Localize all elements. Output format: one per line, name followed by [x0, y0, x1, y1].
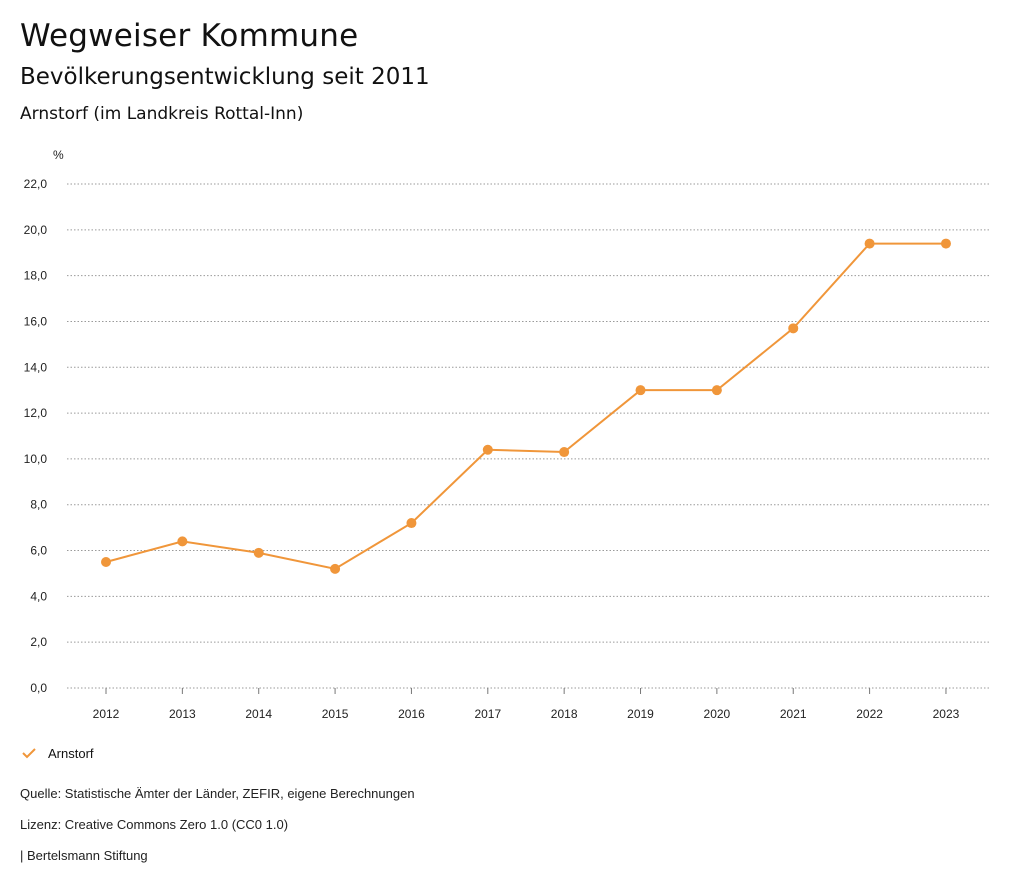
x-tick-label: 2017	[474, 707, 501, 721]
x-tick-label: 2015	[322, 707, 349, 721]
x-tick-label: 2019	[627, 707, 654, 721]
data-point	[788, 323, 799, 334]
legend-label-arnstorf[interactable]: Arnstorf	[48, 745, 94, 761]
data-point	[177, 536, 188, 547]
data-point	[559, 447, 570, 458]
y-tick-label: 12,0	[24, 406, 48, 420]
y-tick-label: 0,0	[30, 681, 47, 695]
y-tick-label: 22,0	[24, 177, 48, 191]
chart-subtitle: Bevölkerungsentwicklung seit 2011	[20, 64, 430, 90]
data-point	[482, 444, 493, 455]
publisher-note: | Bertelsmann Stiftung	[20, 848, 148, 863]
data-point	[864, 238, 875, 249]
y-tick-label: 18,0	[24, 269, 48, 283]
x-tick-label: 2014	[245, 707, 272, 721]
x-tick-label: 2016	[398, 707, 425, 721]
data-point	[406, 518, 417, 529]
data-point	[101, 557, 111, 567]
data-point	[635, 385, 646, 396]
y-unit-label: %	[53, 148, 64, 162]
y-tick-label: 16,0	[24, 314, 48, 328]
check-icon[interactable]	[20, 744, 38, 762]
region-label: Arnstorf (im Landkreis Rottal-Inn)	[20, 104, 304, 124]
y-tick-label: 10,0	[24, 452, 48, 466]
y-tick-label: 2,0	[30, 635, 47, 649]
line-chart: % 0,0 2,0 4,0 6,0 8,0 10,0 12,0 14,0 16,0 18,0 20,0…	[24, 148, 990, 721]
y-tick-label: 20,0	[24, 223, 48, 237]
y-tick-label: 8,0	[30, 498, 47, 512]
legend: Arnstorf	[20, 744, 94, 762]
x-tick-label: 2023	[933, 707, 960, 721]
x-tick-label: 2018	[551, 707, 578, 721]
x-tick-label: 2022	[856, 707, 883, 721]
x-tick-label: 2012	[93, 707, 120, 721]
license-note: Lizenz: Creative Commons Zero 1.0 (CC0 1…	[20, 817, 289, 832]
x-tick-label: 2013	[169, 707, 196, 721]
y-tick-label: 6,0	[30, 544, 47, 558]
data-point	[330, 563, 341, 574]
data-point	[711, 385, 722, 396]
source-note: Quelle: Statistische Ämter der Länder, Z…	[20, 786, 415, 801]
y-tick-label: 4,0	[30, 589, 47, 603]
data-point	[253, 547, 264, 558]
x-tick-label: 2021	[780, 707, 807, 721]
y-tick-label: 14,0	[24, 360, 48, 374]
data-point	[940, 238, 951, 249]
chart-title: Wegweiser Kommune	[20, 18, 359, 54]
series-line-arnstorf	[105, 242, 946, 570]
x-tick-label: 2020	[704, 707, 731, 721]
